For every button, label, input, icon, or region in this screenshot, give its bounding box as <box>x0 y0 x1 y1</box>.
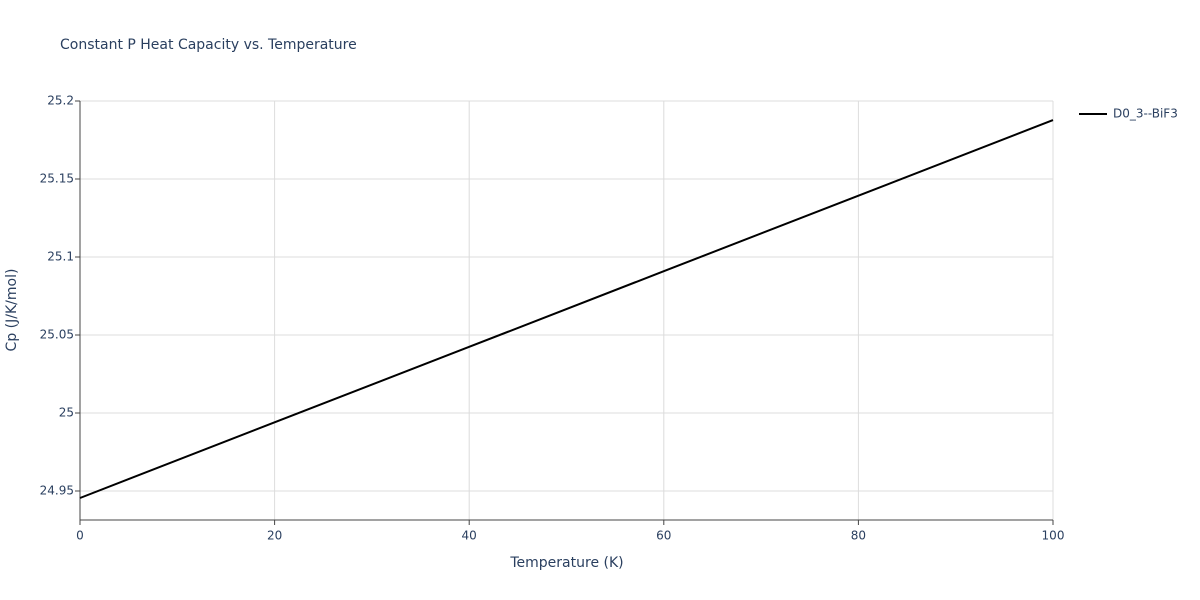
x-tick-label: 80 <box>851 529 866 543</box>
y-axis-label: Cp (J/K/mol) <box>4 269 20 352</box>
y-tick-label: 24.95 <box>40 483 74 497</box>
chart-title: Constant P Heat Capacity vs. Temperature <box>60 37 357 53</box>
x-tick-label: 20 <box>267 529 282 543</box>
y-tick-label: 25.1 <box>47 249 74 263</box>
y-tick-label: 25 <box>59 405 74 419</box>
x-tick-label: 40 <box>462 529 477 543</box>
x-tick-label: 60 <box>656 529 671 543</box>
x-axis-label: Temperature (K) <box>509 555 623 571</box>
y-tick-label: 25.15 <box>40 171 74 185</box>
y-tick-label: 25.05 <box>40 327 74 341</box>
x-tick-label: 100 <box>1042 529 1065 543</box>
y-tick-label: 25.2 <box>47 94 74 108</box>
x-tick-label: 0 <box>76 529 84 543</box>
line-series <box>79 119 1054 499</box>
legend-label: D0_3--BiF3 <box>1113 107 1178 121</box>
